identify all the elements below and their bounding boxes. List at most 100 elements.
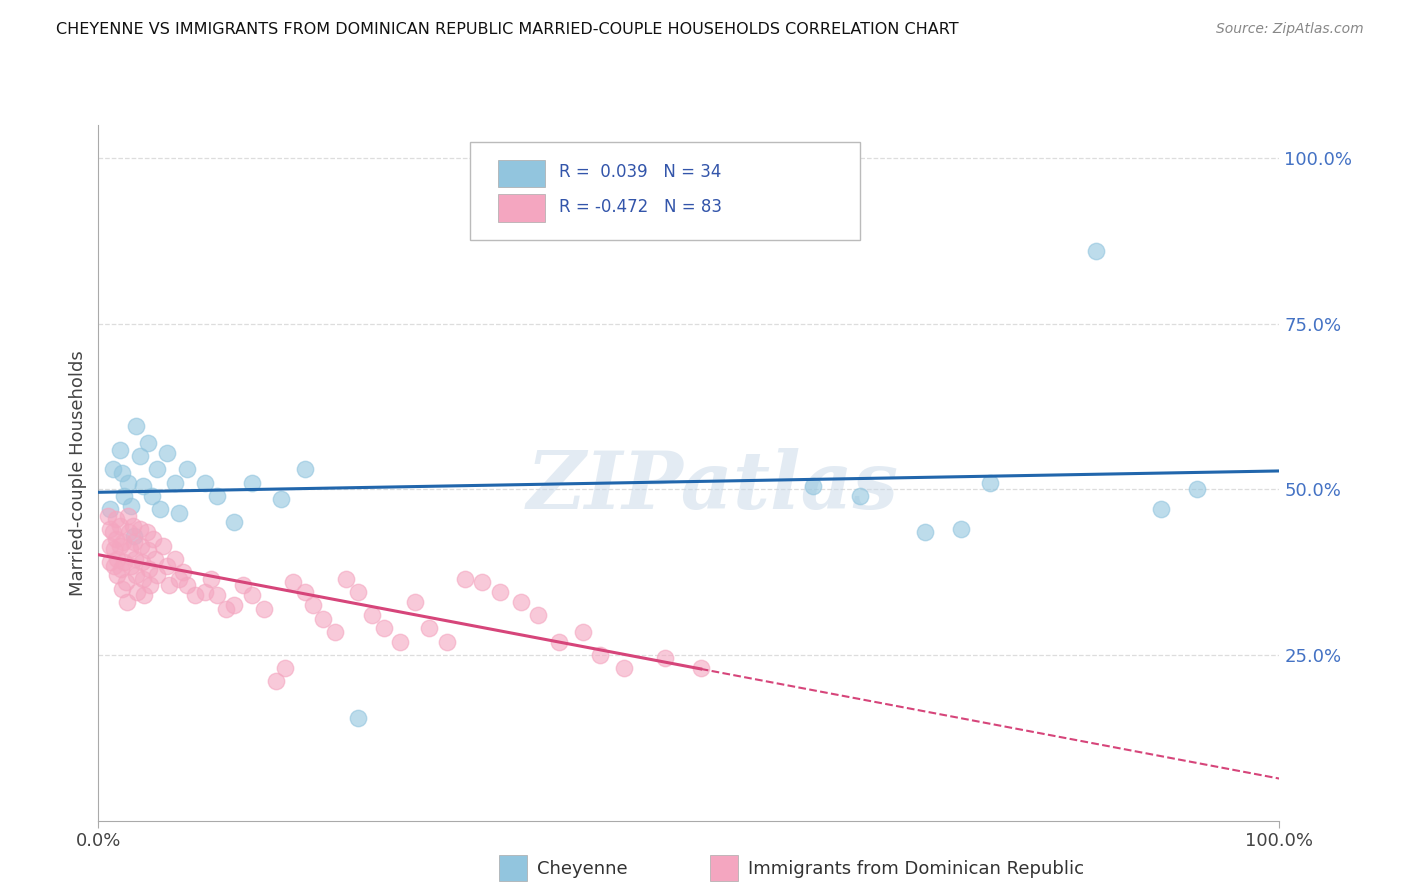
Point	[111, 582, 134, 596]
Point	[184, 588, 207, 602]
Point	[112, 535, 135, 549]
Point	[98, 555, 121, 569]
Point	[135, 525, 157, 540]
Point	[1150, 502, 1173, 516]
Point	[105, 512, 128, 526]
Point	[200, 572, 222, 586]
Point	[194, 475, 217, 490]
Point	[689, 661, 711, 675]
Point	[132, 572, 155, 586]
Point	[436, 634, 458, 648]
Point	[120, 541, 142, 556]
Point	[323, 624, 346, 639]
Point	[125, 568, 148, 582]
Point	[979, 475, 1001, 490]
Point	[215, 601, 238, 615]
Point	[110, 562, 132, 576]
Point	[122, 529, 145, 543]
Point	[129, 539, 152, 553]
Point	[373, 622, 395, 636]
Point	[270, 492, 292, 507]
FancyBboxPatch shape	[471, 142, 860, 240]
Point	[347, 585, 370, 599]
Point	[125, 419, 148, 434]
Text: Cheyenne: Cheyenne	[537, 860, 627, 878]
Point	[114, 575, 136, 590]
Point	[801, 479, 824, 493]
Point	[111, 466, 134, 480]
Point	[152, 539, 174, 553]
Point	[654, 651, 676, 665]
Point	[112, 555, 135, 569]
Point	[157, 578, 180, 592]
Point	[224, 516, 246, 530]
Point	[121, 558, 143, 573]
Text: Source: ZipAtlas.com: Source: ZipAtlas.com	[1216, 22, 1364, 37]
Point	[132, 479, 155, 493]
Point	[156, 446, 179, 460]
Point	[138, 562, 160, 576]
Point	[453, 572, 475, 586]
Point	[176, 578, 198, 592]
Point	[613, 661, 636, 675]
Point	[115, 595, 138, 609]
Point	[112, 489, 135, 503]
Point	[105, 532, 128, 546]
Text: R =  0.039   N = 34: R = 0.039 N = 34	[560, 163, 721, 181]
Point	[131, 555, 153, 569]
Point	[156, 558, 179, 573]
Point	[108, 518, 131, 533]
Point	[139, 578, 162, 592]
Point	[418, 622, 440, 636]
Point	[98, 522, 121, 536]
Point	[172, 565, 194, 579]
Point	[101, 525, 124, 540]
Point	[253, 601, 276, 615]
Point	[146, 568, 169, 582]
Point	[103, 541, 125, 556]
Text: R = -0.472   N = 83: R = -0.472 N = 83	[560, 198, 723, 216]
Point	[949, 522, 972, 536]
Point	[302, 599, 325, 613]
Point	[231, 578, 253, 592]
FancyBboxPatch shape	[498, 160, 546, 187]
Point	[526, 608, 548, 623]
Point	[205, 489, 228, 503]
Point	[128, 449, 150, 463]
Point	[108, 539, 131, 553]
Point	[165, 552, 187, 566]
Text: Immigrants from Dominican Republic: Immigrants from Dominican Republic	[748, 860, 1084, 878]
Point	[294, 462, 316, 476]
Text: CHEYENNE VS IMMIGRANTS FROM DOMINICAN REPUBLIC MARRIED-COUPLE HOUSEHOLDS CORRELA: CHEYENNE VS IMMIGRANTS FROM DOMINICAN RE…	[56, 22, 959, 37]
Point	[312, 611, 335, 625]
Point	[264, 674, 287, 689]
Point	[548, 634, 571, 648]
Point	[283, 575, 305, 590]
Point	[224, 599, 246, 613]
Point	[167, 572, 190, 586]
Point	[388, 634, 411, 648]
Point	[97, 508, 120, 523]
Point	[136, 436, 159, 450]
Point	[510, 595, 533, 609]
Point	[124, 552, 146, 566]
Point	[571, 624, 593, 639]
Point	[914, 525, 936, 540]
Point	[105, 568, 128, 582]
Point	[849, 489, 872, 503]
Point	[121, 518, 143, 533]
Point	[117, 508, 139, 523]
Point	[176, 462, 198, 476]
Point	[240, 588, 263, 602]
Point	[98, 539, 121, 553]
Point	[404, 595, 426, 609]
Point	[589, 648, 612, 662]
Point	[194, 585, 217, 599]
Point	[205, 588, 228, 602]
Point	[127, 585, 149, 599]
Point	[121, 499, 143, 513]
Point	[101, 462, 124, 476]
Point	[128, 522, 150, 536]
FancyBboxPatch shape	[498, 194, 546, 222]
Point	[1085, 244, 1108, 258]
